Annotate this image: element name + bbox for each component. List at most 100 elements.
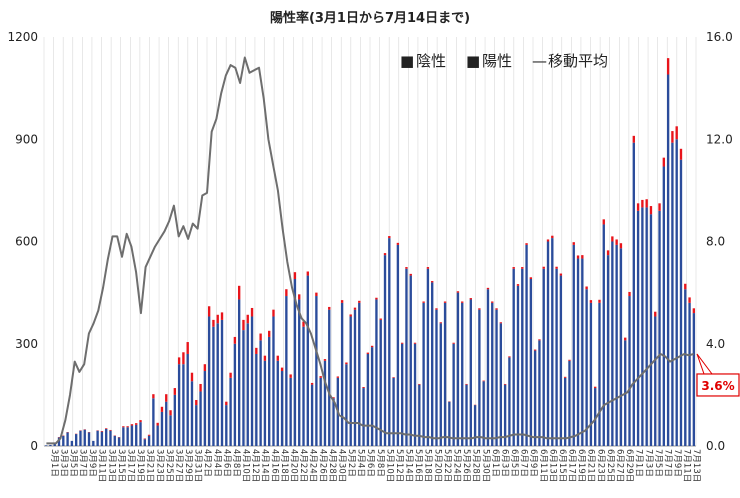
bar-negative <box>96 430 99 446</box>
legend: ■ 陰性 ■ 陽性 — 移動平均 <box>400 52 608 70</box>
bar-negative <box>310 384 314 446</box>
chart-title: 陽性率(3月1日から7月14日まで) <box>270 10 470 26</box>
x-tick-label: 5月26日 <box>461 449 471 482</box>
bar-negative <box>662 166 666 446</box>
bar-negative <box>581 258 584 446</box>
x-tick-label: 6月7日 <box>519 449 529 477</box>
x-tick-label: 6月3日 <box>499 449 509 477</box>
bar-negative <box>431 282 434 446</box>
bar-negative <box>186 353 189 446</box>
bar-positive <box>122 426 125 428</box>
bar-negative <box>671 142 674 447</box>
bar-negative <box>332 398 335 446</box>
bar-negative <box>263 360 267 446</box>
x-tick-label: 4月4日 <box>212 449 222 477</box>
x-tick-label: 4月16日 <box>269 449 279 482</box>
x-tick-label: 5月28日 <box>471 449 481 482</box>
bar-negative <box>615 244 618 446</box>
bar-negative <box>92 440 95 446</box>
right-tick-label: 4.0 <box>706 337 725 351</box>
bar-negative <box>684 289 687 446</box>
bar-positive <box>461 301 464 303</box>
bar-positive <box>508 356 511 358</box>
bar-negative <box>57 437 61 446</box>
x-tick-label: 6月13日 <box>547 449 557 482</box>
bar-negative <box>100 431 104 446</box>
bar-positive <box>199 383 202 392</box>
bar-positive <box>242 319 245 331</box>
bar-negative <box>212 326 215 446</box>
bar-positive <box>216 314 219 324</box>
bar-negative <box>546 241 550 446</box>
bar-negative <box>405 268 408 446</box>
x-tick-label: 5月8日 <box>375 449 385 477</box>
bar-positive <box>169 410 172 416</box>
x-tick-label: 4月28日 <box>327 449 337 482</box>
x-tick-label: 3月23日 <box>154 449 164 482</box>
bar-positive <box>409 273 412 276</box>
bar-negative <box>400 343 404 446</box>
bar-positive <box>207 306 211 317</box>
x-tick-label: 7月3日 <box>643 449 653 477</box>
bar-negative <box>383 255 387 446</box>
bar-negative <box>439 323 442 446</box>
bar-positive <box>619 243 623 249</box>
left-tick-label: 1200 <box>7 30 38 44</box>
x-tick-label: 4月30日 <box>336 449 346 482</box>
bar-positive <box>692 308 696 314</box>
bar-negative <box>551 238 554 446</box>
x-tick-label: 4月10日 <box>241 449 251 482</box>
bar-negative <box>289 377 292 446</box>
bar-negative <box>323 360 327 446</box>
x-tick-label: 4月8日 <box>231 449 241 477</box>
left-tick-label: 300 <box>15 337 38 351</box>
bar-negative <box>370 347 374 446</box>
bar-positive <box>628 291 631 297</box>
bar-negative <box>237 299 241 446</box>
bar-negative <box>74 434 78 446</box>
bar-negative <box>302 326 305 446</box>
bar-negative <box>426 268 430 446</box>
bar-positive <box>675 126 678 140</box>
bar-positive <box>366 352 370 354</box>
bar-positive <box>156 422 159 426</box>
bar-positive <box>568 359 571 361</box>
bar-negative <box>585 289 588 446</box>
bar-positive <box>392 377 395 378</box>
bar-negative <box>473 405 477 446</box>
bar-negative <box>632 142 635 447</box>
bar-negative <box>461 302 464 446</box>
bar-negative <box>495 309 498 446</box>
bar-negative <box>349 316 352 446</box>
bar-positive <box>598 299 601 303</box>
bar-negative <box>503 384 507 446</box>
bar-positive <box>594 386 597 389</box>
bar-positive <box>658 203 661 211</box>
bar-positive <box>538 339 541 341</box>
bar-positive <box>559 273 563 276</box>
bar-negative <box>285 296 288 446</box>
x-tick-label: 7月5日 <box>653 449 663 477</box>
bar-negative <box>409 275 412 446</box>
x-tick-label: 6月5日 <box>509 449 519 477</box>
x-tick-label: 4月6日 <box>221 449 231 477</box>
x-tick-label: 6月1日 <box>490 449 500 477</box>
bar-negative <box>679 159 683 446</box>
x-tick-label: 4月2日 <box>202 449 212 477</box>
callout-box <box>696 373 740 397</box>
bar-negative <box>529 278 533 446</box>
bar-positive <box>289 374 292 378</box>
x-tick-label: 4月26日 <box>317 449 327 482</box>
x-tick-label: 5月6日 <box>365 449 375 477</box>
bar-positive <box>396 242 400 245</box>
bar-positive <box>636 203 640 211</box>
bar-negative <box>340 302 344 446</box>
x-tick-label: 6月15日 <box>557 449 567 482</box>
x-tick-label: 4月18日 <box>279 449 289 482</box>
bar-negative <box>478 309 481 446</box>
bar-negative <box>182 364 185 446</box>
x-tick-label: 6月25日 <box>605 449 615 482</box>
x-tick-label: 7月11日 <box>682 449 692 482</box>
bar-negative <box>375 299 378 446</box>
bar-positive <box>293 272 297 279</box>
